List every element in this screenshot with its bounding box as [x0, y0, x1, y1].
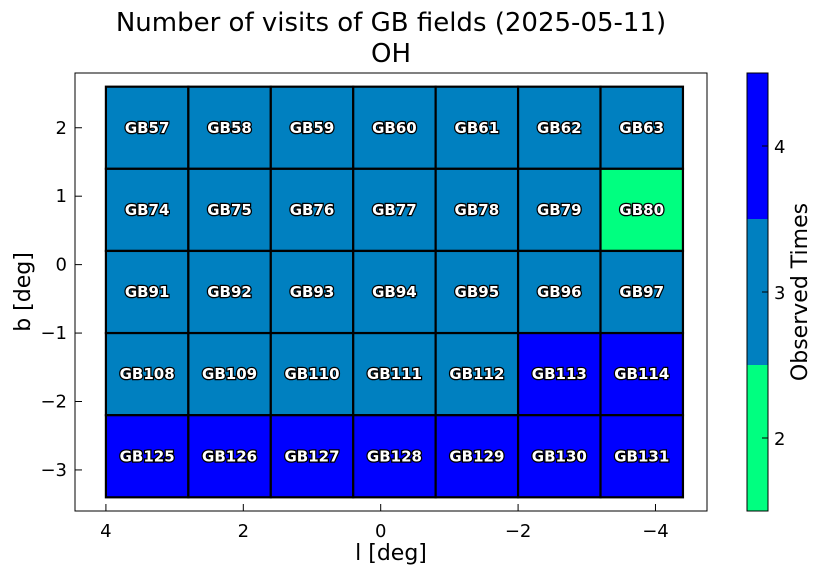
field-cell-gb74: [104, 167, 190, 253]
colorbar-frame: [746, 72, 769, 512]
cells-layer: GB57 GB58 GB59 GB60 GB61 GB62 GB63 GB74 GB75 GB76…: [104, 85, 685, 499]
field-label-gb77: GB77: [372, 201, 417, 219]
colorbar-label: Observed Times: [788, 203, 813, 381]
y-axis: 2 1 0 −1 −2 −3: [40, 118, 82, 481]
y-tick-label: 0: [56, 255, 67, 276]
field-label-gb109: GB109: [202, 365, 257, 383]
field-label-gb96: GB96: [537, 283, 582, 301]
field-label-gb60: GB60: [372, 119, 417, 137]
field-label-gb78: GB78: [455, 201, 500, 219]
colorbar-segment-4: [747, 73, 768, 219]
field-cell-gb129: [434, 414, 520, 499]
field-label-gb58: GB58: [207, 119, 252, 137]
field-label-gb97: GB97: [619, 283, 664, 301]
x-tick-label: 4: [100, 521, 111, 542]
chart-title: Number of visits of GB fields (2025-05-1…: [115, 8, 667, 38]
field-label-gb94: GB94: [372, 283, 417, 301]
field-label-gb114: GB114: [614, 365, 669, 383]
field-label-gb127: GB127: [284, 447, 339, 465]
field-cell-gb94: [352, 249, 437, 335]
colorbar-segment-3: [747, 219, 768, 365]
field-cell-gb110: [269, 331, 355, 417]
field-label-gb62: GB62: [537, 119, 582, 137]
field-cell-gb97: [599, 249, 685, 335]
field-cell-gb114: [599, 331, 685, 417]
field-label-gb59: GB59: [290, 119, 335, 137]
y-tick-label: 2: [56, 118, 67, 139]
x-tick-label: 0: [375, 521, 386, 542]
field-label-gb91: GB91: [125, 283, 170, 301]
field-label-gb76: GB76: [290, 201, 335, 219]
colorbar: 2 3 4: [746, 72, 785, 512]
y-tick-label: −3: [40, 460, 67, 481]
field-label-gb128: GB128: [367, 447, 422, 465]
field-label-gb74: GB74: [125, 201, 170, 219]
field-label-gb95: GB95: [455, 283, 500, 301]
field-cell-gb126: [187, 414, 272, 499]
colorbar-tick-label: 4: [774, 137, 785, 158]
field-label-gb61: GB61: [455, 119, 500, 137]
field-label-gb126: GB126: [202, 447, 257, 465]
field-label-gb111: GB111: [367, 365, 422, 383]
field-cell-gb112: [434, 331, 520, 417]
field-cell-gb127: [269, 414, 355, 499]
colorbar-tick-label: 2: [774, 429, 785, 450]
field-label-gb63: GB63: [619, 119, 664, 137]
field-label-gb129: GB129: [449, 447, 504, 465]
field-label-gb57: GB57: [125, 119, 170, 137]
field-cell-gb80: [599, 167, 685, 253]
field-cell-gb93: [269, 249, 355, 335]
y-axis-label: b [deg]: [11, 252, 36, 332]
x-tick-label: −2: [505, 521, 532, 542]
field-label-gb131: GB131: [614, 447, 669, 465]
field-cell-gb78: [434, 167, 520, 253]
field-cell-gb61: [434, 85, 520, 170]
x-tick-label: −4: [642, 521, 669, 542]
y-tick-label: 1: [56, 186, 67, 207]
y-tick-label: −2: [40, 392, 67, 413]
field-cell-gb128: [352, 414, 437, 499]
field-cell-gb109: [187, 331, 272, 417]
field-label-gb80: GB80: [619, 201, 664, 219]
y-tick-label: −1: [40, 323, 67, 344]
x-axis: 4 2 0 −2 −4: [100, 504, 669, 542]
field-cell-gb63: [599, 85, 685, 170]
field-cell-gb76: [269, 167, 355, 253]
field-label-gb79: GB79: [537, 201, 582, 219]
field-label-gb125: GB125: [120, 447, 175, 465]
field-label-gb93: GB93: [290, 283, 335, 301]
field-label-gb110: GB110: [284, 365, 339, 383]
x-axis-label: l [deg]: [355, 541, 427, 566]
field-label-gb92: GB92: [207, 283, 252, 301]
chart-subtitle: OH: [370, 39, 411, 69]
field-cell-gb113: [516, 331, 602, 417]
field-cell-gb62: [516, 85, 602, 170]
field-label-gb108: GB108: [120, 365, 175, 383]
x-tick-label: 2: [238, 521, 249, 542]
field-label-gb75: GB75: [207, 201, 252, 219]
field-cell-gb125: [104, 414, 190, 499]
field-cell-gb79: [516, 167, 602, 253]
colorbar-segment-2: [747, 365, 768, 511]
field-label-gb113: GB113: [532, 365, 587, 383]
field-label-gb112: GB112: [449, 365, 504, 383]
plot-frame: [74, 72, 708, 512]
colorbar-tick-label: 3: [774, 283, 785, 304]
field-cell-gb131: [599, 414, 685, 499]
field-label-gb130: GB130: [532, 447, 587, 465]
